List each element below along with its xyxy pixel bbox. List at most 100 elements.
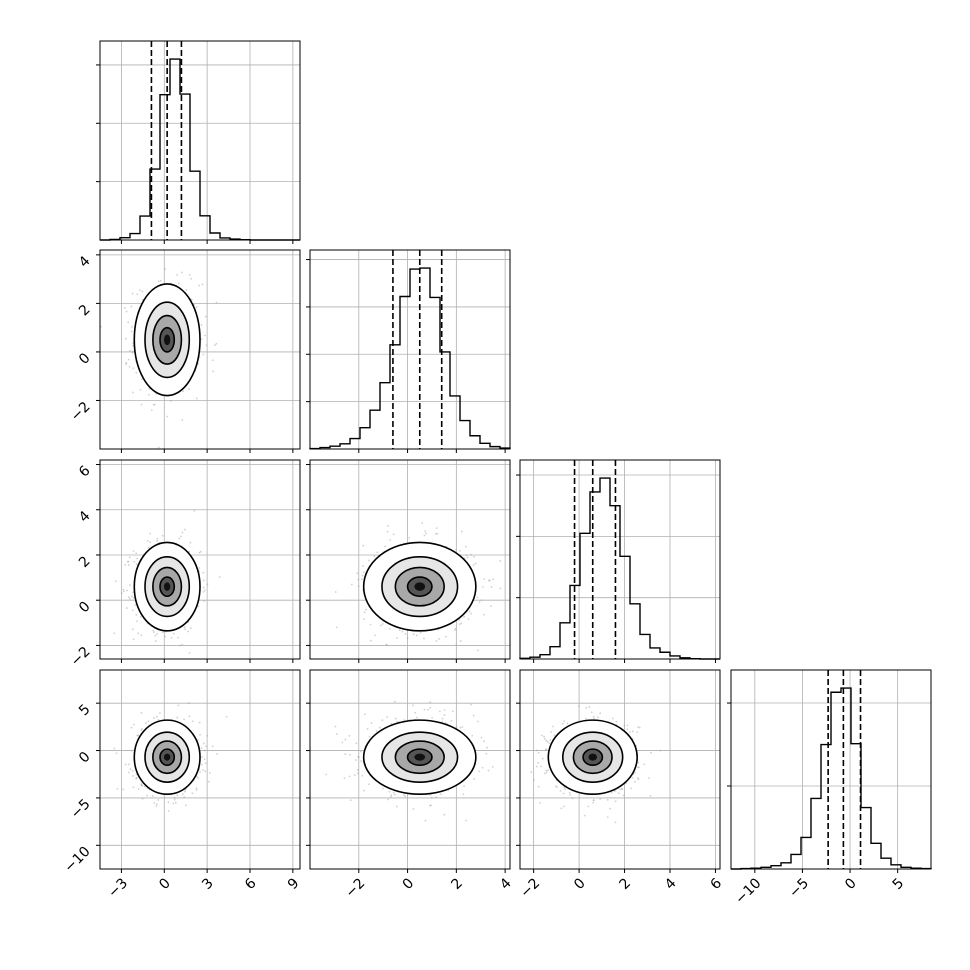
scatter-point bbox=[368, 559, 370, 562]
scatter-point bbox=[131, 325, 133, 328]
scatter-point bbox=[215, 342, 218, 345]
contour-line-1 bbox=[394, 566, 445, 607]
scatter-point bbox=[360, 760, 363, 763]
scatter-point bbox=[189, 627, 192, 630]
scatter-point bbox=[145, 722, 147, 725]
y-tick-label-1: 4 bbox=[76, 253, 94, 271]
scatter-point bbox=[393, 700, 396, 703]
scatter-point bbox=[137, 734, 140, 737]
scatter-point bbox=[606, 798, 609, 801]
scatter-point bbox=[343, 777, 346, 780]
x-tick-label-3: 5 bbox=[890, 875, 908, 893]
scatter-point bbox=[188, 652, 191, 654]
scatter-point bbox=[135, 613, 138, 616]
scatter-point bbox=[473, 555, 476, 558]
scatter-point bbox=[181, 531, 184, 534]
scatter-point bbox=[152, 629, 155, 632]
y-tick-label-2: −2 bbox=[68, 644, 94, 670]
scatter-point bbox=[202, 742, 205, 745]
y-tick-label-1: −2 bbox=[68, 399, 94, 425]
scatter-point bbox=[195, 775, 198, 778]
scatter-point bbox=[637, 766, 639, 769]
scatter-point bbox=[545, 771, 548, 774]
scatter-point bbox=[143, 785, 146, 788]
panel-content bbox=[100, 268, 218, 449]
scatter-point bbox=[348, 734, 351, 737]
scatter-point bbox=[357, 585, 360, 588]
scatter-point bbox=[541, 734, 543, 737]
scatter-point bbox=[459, 640, 462, 642]
x-tick-label-2: 4 bbox=[662, 875, 680, 893]
scatter-point bbox=[205, 344, 208, 347]
scatter-point bbox=[406, 637, 409, 640]
scatter-point bbox=[207, 780, 210, 783]
density-panel-0-3 bbox=[96, 669, 301, 873]
axes-frame bbox=[99, 249, 301, 450]
y-tick-label-2: 4 bbox=[76, 508, 94, 526]
contour-line-2 bbox=[381, 731, 459, 783]
scatter-point bbox=[365, 608, 367, 611]
scatter-point bbox=[140, 403, 143, 406]
scatter-point bbox=[613, 790, 616, 792]
scatter-point bbox=[404, 632, 407, 635]
grid-lines bbox=[731, 670, 931, 869]
grid-lines bbox=[100, 250, 300, 449]
density-panel-2-3 bbox=[516, 669, 721, 873]
scatter-point bbox=[386, 644, 388, 647]
scatter-point bbox=[181, 793, 184, 796]
scatter-point bbox=[141, 784, 144, 787]
scatter-point bbox=[414, 711, 417, 714]
scatter-point bbox=[357, 755, 360, 758]
histogram-panel-2 bbox=[516, 459, 721, 663]
scatter-point bbox=[535, 749, 538, 752]
scatter-point bbox=[476, 596, 479, 599]
scatter-point bbox=[364, 713, 366, 716]
histogram-step-3 bbox=[731, 687, 932, 870]
scatter-point bbox=[199, 550, 202, 553]
scatter-point bbox=[202, 769, 205, 772]
scatter-point bbox=[147, 393, 150, 396]
scatter-point bbox=[157, 446, 160, 449]
scatter-point bbox=[366, 728, 369, 730]
scatter-point bbox=[415, 716, 418, 719]
scatter-point bbox=[453, 629, 456, 631]
scatter-point bbox=[363, 571, 365, 574]
scatter-point bbox=[139, 388, 142, 391]
scatter-point bbox=[187, 702, 190, 705]
contour-line-2 bbox=[561, 731, 624, 783]
scatter-point bbox=[191, 792, 194, 795]
scatter-point bbox=[369, 639, 372, 642]
scatter-point bbox=[214, 344, 216, 346]
scatter-point bbox=[430, 796, 433, 799]
scatter-point bbox=[619, 788, 622, 791]
scatter-point bbox=[124, 337, 127, 340]
scatter-point bbox=[161, 631, 164, 634]
scatter-point bbox=[381, 719, 384, 722]
scatter-point bbox=[122, 588, 125, 591]
scatter-point bbox=[363, 611, 366, 614]
scatter-point bbox=[178, 537, 181, 540]
scatter-point bbox=[152, 403, 155, 406]
scatter-point bbox=[643, 763, 646, 766]
scatter-point bbox=[135, 777, 138, 780]
scatter-point bbox=[637, 778, 640, 781]
histogram-panel-1 bbox=[306, 249, 511, 453]
scatter-point bbox=[459, 726, 462, 729]
scatter-point bbox=[348, 753, 351, 756]
scatter-point bbox=[127, 596, 130, 599]
scatter-point bbox=[149, 532, 152, 535]
scatter-point bbox=[395, 805, 398, 808]
scatter-point bbox=[638, 766, 640, 769]
scatter-point bbox=[211, 745, 214, 748]
scatter-point bbox=[614, 800, 617, 803]
scatter-point bbox=[599, 798, 602, 800]
scatter-point bbox=[384, 545, 387, 548]
scatter-point bbox=[190, 277, 193, 280]
x-tick-label-0: 3 bbox=[199, 875, 217, 893]
y-tick-label-2: 2 bbox=[76, 553, 94, 571]
scatter-point bbox=[201, 756, 203, 758]
x-tick-label-1: −2 bbox=[343, 875, 369, 901]
scatter-point bbox=[540, 765, 542, 768]
scatter-point bbox=[123, 590, 125, 593]
scatter-point bbox=[180, 535, 183, 538]
